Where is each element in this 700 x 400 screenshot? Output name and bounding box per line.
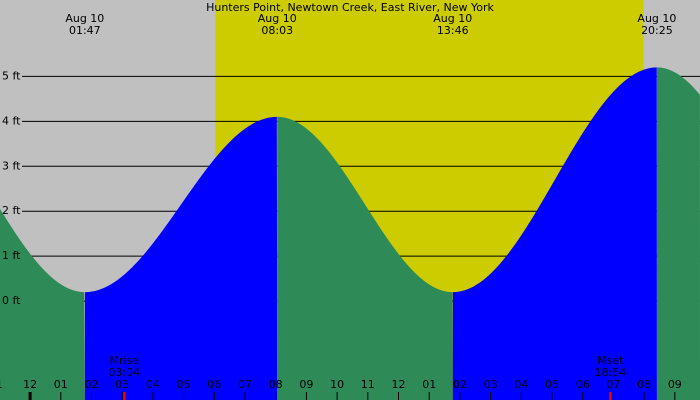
event-date: Aug 10: [637, 12, 676, 25]
event-date: Aug 10: [258, 12, 297, 25]
x-tick-label: 02: [453, 378, 467, 391]
y-tick-label: 3 ft: [2, 159, 21, 172]
event-time: 01:47: [69, 24, 101, 37]
falling-tide: [0, 209, 85, 400]
x-tick-label: 1: [0, 378, 3, 391]
moon-time: 18:54: [594, 366, 626, 379]
x-tick-label: 04: [146, 378, 160, 391]
event-date: Aug 10: [433, 12, 472, 25]
x-tick-label: 03: [115, 378, 129, 391]
moon-label: Mset: [597, 354, 624, 367]
y-tick-label: 0 ft: [2, 294, 21, 307]
event-time: 08:03: [261, 24, 293, 37]
x-tick-label: 10: [330, 378, 344, 391]
x-tick-label: 12: [392, 378, 406, 391]
y-tick-label: 1 ft: [2, 249, 21, 262]
event-time: 20:25: [641, 24, 673, 37]
x-tick-label: 06: [207, 378, 221, 391]
x-tick-label: 12: [23, 378, 37, 391]
x-tick-label: 04: [514, 378, 528, 391]
x-tick-label: 02: [84, 378, 98, 391]
rising-tide: [84, 116, 278, 400]
x-tick-label: 03: [484, 378, 498, 391]
x-tick-label: 11: [361, 378, 375, 391]
y-tick-label: 2 ft: [2, 204, 21, 217]
x-tick-label: 09: [299, 378, 313, 391]
tide: [0, 67, 700, 400]
x-tick-label: 07: [238, 378, 252, 391]
y-tick-label: 5 ft: [2, 69, 21, 82]
x-tick-label: 01: [54, 378, 68, 391]
x-tick-label: 08: [637, 378, 651, 391]
x-tick-label: 06: [576, 378, 590, 391]
rising-tide: [452, 67, 657, 400]
moon-time: 03:04: [108, 366, 140, 379]
x-tick-label: 09: [668, 378, 682, 391]
x-tick-label: 01: [422, 378, 436, 391]
y-tick-label: 4 ft: [2, 114, 21, 127]
x-tick-label: 08: [269, 378, 283, 391]
chart-title: Hunters Point, Newtown Creek, East River…: [206, 1, 494, 14]
x-tick-label: 05: [177, 378, 191, 391]
x-tick-label: 07: [606, 378, 620, 391]
falling-tide: [656, 67, 700, 400]
x-tick-label: 05: [545, 378, 559, 391]
falling-tide: [277, 116, 453, 400]
event-date: Aug 10: [65, 12, 104, 25]
event-time: 13:46: [437, 24, 469, 37]
moon-label: Mrise: [109, 354, 139, 367]
